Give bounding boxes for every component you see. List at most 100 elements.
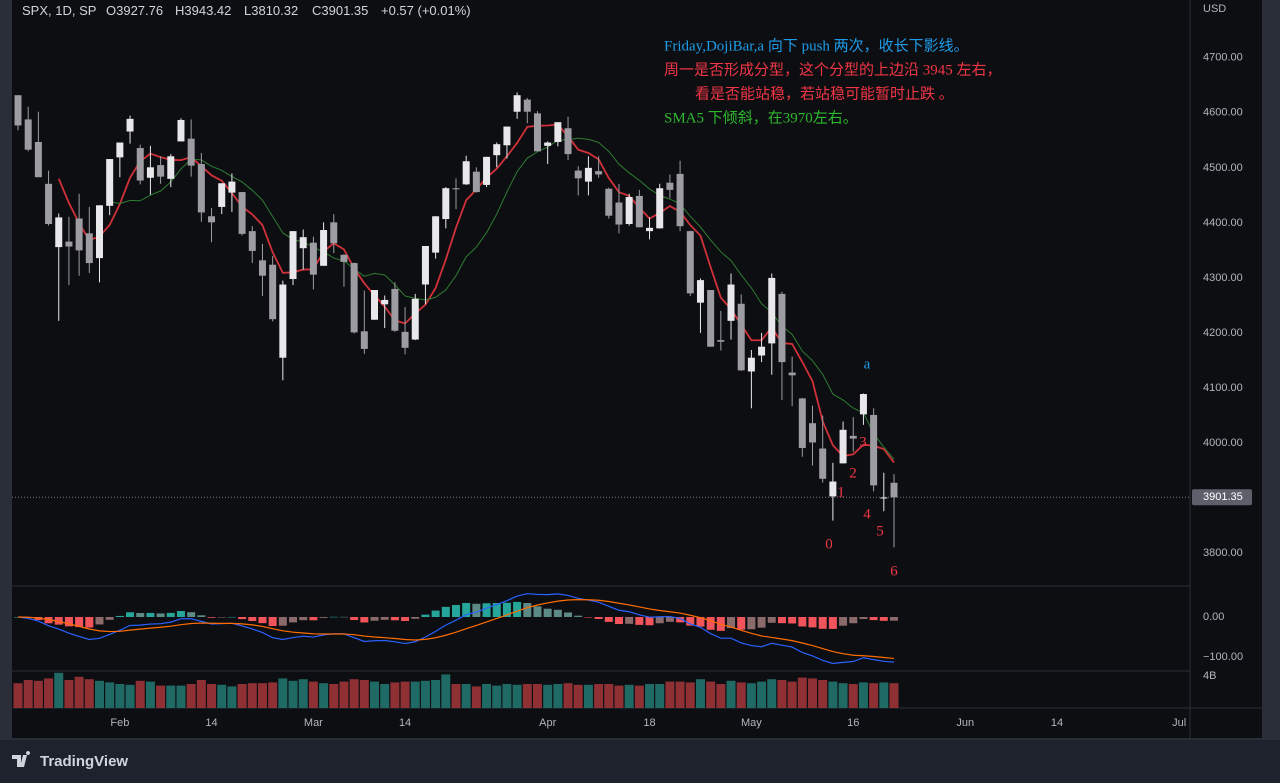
annotation: SMA5 下倾斜，在3970左右。 bbox=[664, 109, 858, 126]
x-tick-label: 14 bbox=[205, 717, 217, 729]
volume-bar bbox=[879, 682, 889, 708]
macd-histogram bbox=[747, 617, 756, 630]
volume-bar bbox=[298, 679, 308, 708]
x-tick-label: Jul bbox=[1172, 717, 1186, 729]
macd-histogram bbox=[645, 617, 654, 626]
candle-body bbox=[798, 398, 806, 448]
macd-histogram bbox=[533, 606, 542, 617]
volume-bar bbox=[767, 679, 777, 708]
candle-body bbox=[340, 254, 348, 262]
candle-body bbox=[635, 195, 643, 228]
x-tick-label: May bbox=[741, 717, 762, 729]
candle-body bbox=[737, 303, 745, 371]
logo: TradingView bbox=[12, 750, 128, 770]
candle-body bbox=[880, 497, 888, 499]
macd-histogram bbox=[75, 617, 84, 628]
candle-body bbox=[401, 331, 409, 348]
wave-label: a bbox=[864, 356, 871, 372]
volume-bar bbox=[675, 681, 685, 708]
macd-histogram bbox=[492, 603, 501, 617]
macd-tick-label: −100.00 bbox=[1203, 651, 1243, 663]
candle-body bbox=[421, 245, 429, 285]
candle-body bbox=[890, 482, 898, 498]
candle-body bbox=[360, 331, 368, 349]
candle-body bbox=[279, 284, 287, 358]
volume-bar bbox=[858, 682, 868, 708]
macd-histogram bbox=[105, 617, 114, 620]
macd-histogram bbox=[187, 612, 196, 617]
volume-bar bbox=[156, 685, 166, 708]
macd-histogram bbox=[737, 617, 746, 630]
volume-bar bbox=[370, 681, 380, 708]
macd-histogram bbox=[482, 603, 491, 617]
wave-label: 0 bbox=[825, 536, 833, 552]
candle-body bbox=[666, 182, 674, 190]
macd-histogram bbox=[513, 601, 522, 617]
candle-body bbox=[197, 163, 205, 213]
macd-histogram bbox=[869, 617, 878, 621]
candle-body bbox=[258, 260, 266, 276]
candle-body bbox=[24, 119, 32, 150]
macd-histogram bbox=[553, 609, 562, 617]
macd-histogram bbox=[227, 616, 236, 618]
candle-body bbox=[116, 142, 124, 158]
volume-bar bbox=[543, 684, 553, 708]
candle-body bbox=[717, 340, 725, 342]
macd-histogram bbox=[676, 617, 685, 623]
macd-histogram bbox=[574, 615, 583, 617]
signal-line bbox=[17, 599, 895, 660]
macd-histogram bbox=[85, 617, 94, 628]
candle-body bbox=[299, 237, 307, 249]
macd-histogram bbox=[380, 617, 389, 620]
macd-histogram bbox=[360, 617, 369, 623]
wave-label: 6 bbox=[890, 563, 898, 579]
macd-histogram bbox=[502, 602, 511, 617]
annotation: 看是否能站稳，若站稳可能暂时止跌 。 bbox=[695, 85, 954, 102]
macd-histogram bbox=[655, 617, 664, 624]
volume-bar bbox=[217, 684, 227, 708]
candle-body bbox=[859, 394, 867, 415]
macd-histogram bbox=[126, 612, 135, 617]
macd-histogram bbox=[370, 617, 379, 621]
macd-histogram bbox=[350, 617, 359, 621]
candle-body bbox=[809, 423, 817, 443]
macd-histogram bbox=[54, 617, 63, 625]
volume-bar bbox=[685, 682, 695, 708]
candle-body bbox=[483, 156, 491, 185]
candle-body bbox=[208, 216, 216, 223]
macd-histogram bbox=[889, 617, 898, 621]
macd-histogram bbox=[401, 617, 410, 622]
macd-histogram bbox=[625, 617, 634, 624]
volume-bar bbox=[818, 680, 828, 708]
macd-histogram bbox=[594, 617, 603, 619]
volume-bar bbox=[125, 684, 135, 708]
x-tick-label: Mar bbox=[304, 717, 323, 729]
volume-bar bbox=[645, 684, 655, 708]
macd-histogram bbox=[767, 617, 776, 623]
candle-body bbox=[646, 227, 654, 232]
volume-bar bbox=[44, 678, 54, 708]
macd-histogram bbox=[808, 617, 817, 628]
macd-histogram bbox=[268, 617, 277, 627]
candle-body bbox=[554, 122, 562, 142]
volume-bar bbox=[319, 683, 329, 708]
candle-body bbox=[371, 290, 379, 320]
volume-bar bbox=[64, 680, 74, 708]
volume-bar bbox=[166, 685, 176, 708]
change: +0.57 (+0.01%) bbox=[381, 3, 471, 18]
macd-histogram bbox=[289, 617, 298, 623]
volume-bar bbox=[604, 684, 614, 708]
wave-label: 4 bbox=[863, 506, 871, 522]
candle-body bbox=[696, 280, 704, 303]
macd-line bbox=[17, 593, 895, 665]
y-tick-label: 4600.00 bbox=[1203, 107, 1243, 119]
candle-body bbox=[870, 414, 878, 486]
candle-body bbox=[65, 241, 73, 247]
macd-histogram bbox=[706, 617, 715, 630]
low: L3810.32 bbox=[244, 3, 298, 18]
volume-bar bbox=[787, 681, 797, 708]
volume-bar bbox=[502, 684, 512, 708]
candle-body bbox=[564, 128, 572, 155]
x-tick-label: 16 bbox=[847, 717, 859, 729]
candle-body bbox=[533, 113, 541, 152]
